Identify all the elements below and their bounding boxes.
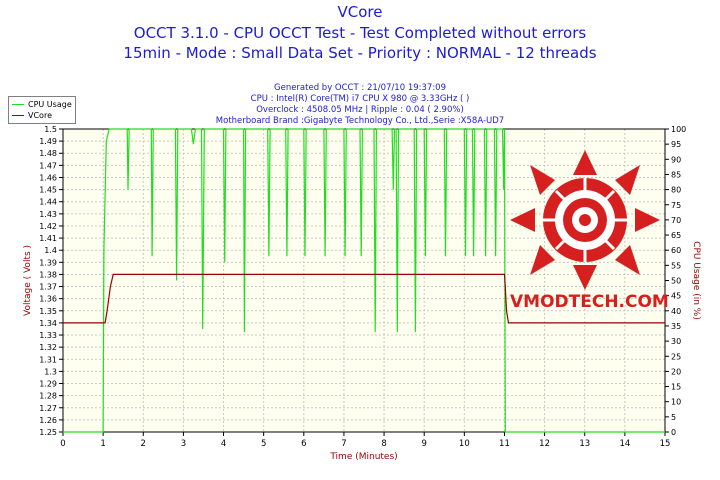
y-left-tick-label: 1.43 [39,210,57,219]
x-tick-label: 8 [381,439,386,449]
x-axis-label: Time (Minutes) [329,452,397,462]
info-motherboard: Motherboard Brand :Gigabyte Technology C… [215,116,505,126]
y-left-tick-label: 1.39 [39,258,57,267]
x-tick-label: 13 [579,439,590,449]
y-left-tick-label: 1.35 [39,307,57,316]
y-right-tick-label: 30 [671,337,681,346]
x-tick-label: 0 [60,439,65,449]
y-left-tick-label: 1.28 [39,392,57,401]
y-left-tick-label: 1.29 [39,380,57,389]
x-tick-label: 4 [221,439,226,449]
y-right-tick-label: 80 [671,186,681,195]
y-right-axis-label: CPU Usage (in %) [691,241,701,320]
y-right-tick-label: 15 [671,383,681,392]
series-line-cpu-usage [63,128,665,433]
y-right-tick-label: 35 [671,322,681,331]
chart-subtitle-mode: 15min - Mode : Small Data Set - Priority… [123,44,597,62]
vmodtech-logo-icon [510,150,660,290]
x-tick-label: 7 [341,439,346,449]
y-left-tick-label: 1.25 [39,428,57,437]
info-overclock: Overclock : 4508.05 MHz | Ripple : 0.04 … [256,105,464,115]
y-left-tick-label: 1.31 [39,355,57,364]
y-right-tick-label: 65 [671,231,681,240]
x-tick-label: 2 [141,439,146,449]
y-left-tick-label: 1.42 [39,222,57,231]
legend-item-vcore: VCore [12,110,52,121]
y-right-tick-label: 70 [671,216,681,225]
series-line-vcore [63,273,665,324]
x-tick-label: 12 [539,439,550,449]
y-right-tick-label: 45 [671,292,681,301]
x-tick-label: 15 [660,439,671,449]
y-left-tick-label: 1.47 [39,161,57,170]
x-tick-label: 6 [301,439,306,449]
y-right-tick-label: 100 [671,125,686,134]
y-right-tick-label: 90 [671,155,681,164]
y-left-tick-label: 1.5 [44,125,57,134]
y-right-tick-label: 55 [671,261,681,270]
y-left-tick-label: 1.37 [39,283,57,292]
chart-subtitle-test: OCCT 3.1.0 - CPU OCCT Test - Test Comple… [133,24,587,42]
y-left-tick-label: 1.45 [39,186,57,195]
y-right-tick-label: 0 [671,428,676,437]
chart-legend: CPU Usage VCore [8,96,76,124]
y-left-tick-label: 1.26 [39,416,57,425]
y-right-tick-label: 75 [671,201,681,210]
y-left-tick-label: 1.3 [44,367,57,376]
y-left-tick-label: 1.36 [39,295,57,304]
x-tick-label: 9 [421,439,426,449]
x-tick-label: 3 [181,439,186,449]
y-left-tick-label: 1.49 [39,137,57,146]
y-right-tick-label: 25 [671,352,681,361]
vmodtech-logo-text: VMODTECH.COM [510,292,669,312]
legend-swatch-vcore [12,115,24,116]
y-right-tick-label: 10 [671,398,681,407]
x-tick-label: 10 [459,439,470,449]
y-right-tick-label: 40 [671,307,681,316]
info-cpu: CPU : Intel(R) Core(TM) i7 CPU X 980 @ 3… [250,94,470,104]
y-right-tick-label: 5 [671,413,676,422]
y-right-tick-label: 60 [671,246,681,255]
plot-area [63,129,665,432]
x-tick-label: 11 [499,439,510,449]
y-right-tick-label: 50 [671,277,681,286]
y-left-tick-label: 1.41 [39,234,57,243]
y-left-tick-label: 1.44 [39,198,57,207]
x-tick-label: 14 [619,439,630,449]
chart-title: VCore [337,3,383,21]
x-tick-label: 1 [100,439,105,449]
legend-label-cpu: CPU Usage [28,100,72,109]
y-right-tick-label: 85 [671,170,681,179]
y-left-tick-label: 1.48 [39,149,57,158]
info-generated: Generated by OCCT : 21/07/10 19:37:09 [274,83,446,93]
legend-item-cpu: CPU Usage [12,99,72,110]
y-left-tick-label: 1.32 [39,343,57,352]
x-tick-label: 5 [261,439,266,449]
y-right-tick-label: 95 [671,140,681,149]
y-left-tick-label: 1.38 [39,270,57,279]
y-left-axis-label: Voltage ( Volts ) [23,245,33,316]
y-left-tick-label: 1.34 [39,319,57,328]
y-left-tick-label: 1.46 [39,173,57,182]
y-right-tick-label: 20 [671,367,681,376]
y-left-tick-label: 1.27 [39,404,57,413]
y-left-tick-label: 1.4 [44,246,57,255]
legend-swatch-cpu [12,104,24,105]
legend-label-vcore: VCore [28,111,52,120]
y-left-tick-label: 1.33 [39,331,57,340]
